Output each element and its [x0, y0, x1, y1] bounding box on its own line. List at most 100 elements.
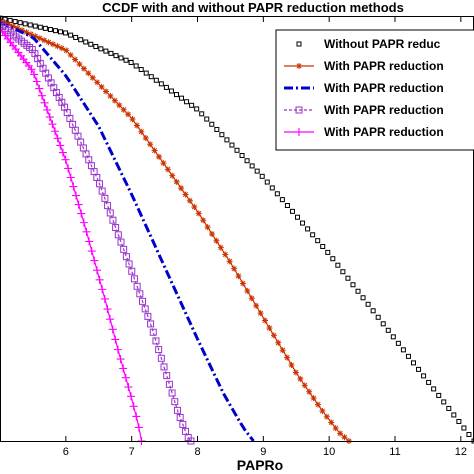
data-point [157, 354, 165, 362]
data-point [27, 65, 36, 74]
data-point [217, 244, 224, 251]
data-point [421, 373, 427, 379]
data-point [48, 120, 57, 129]
data-point [204, 116, 210, 122]
data-point [296, 41, 302, 47]
data-point [27, 31, 34, 38]
legend-item: With PAPR reduction [284, 81, 444, 95]
data-point [306, 388, 313, 395]
legend-item: Without PAPR reduc [296, 37, 441, 51]
data-point [323, 413, 330, 420]
data-point [103, 305, 112, 314]
data-point [42, 25, 48, 31]
data-point [89, 74, 96, 81]
data-point [262, 317, 268, 324]
data-point [113, 53, 119, 59]
data-point [22, 21, 28, 27]
data-point [149, 328, 157, 336]
data-point [319, 408, 326, 415]
data-point [30, 70, 39, 79]
data-point [355, 288, 361, 294]
data-point [77, 209, 86, 218]
legend-label: With PAPR reduction [324, 125, 444, 139]
data-point [204, 224, 211, 231]
data-point [127, 392, 136, 401]
data-point [385, 327, 391, 333]
data-point [235, 273, 242, 280]
data-point [176, 413, 184, 421]
x-tick-label: 10 [323, 446, 335, 458]
data-point [61, 155, 70, 164]
data-point [446, 405, 452, 411]
legend-item: With PAPR reduction [284, 125, 444, 139]
data-point [244, 287, 251, 294]
data-point [43, 105, 52, 114]
data-point [80, 65, 87, 72]
data-point [253, 302, 260, 309]
x-tick-label: 8 [194, 446, 200, 458]
data-point [441, 399, 447, 405]
data-point [139, 297, 147, 305]
data-point [182, 191, 189, 198]
data-point [5, 21, 12, 28]
data-point [103, 48, 109, 54]
data-point [410, 360, 416, 366]
data-point [292, 369, 299, 376]
data-point [138, 128, 145, 135]
data-point [466, 431, 472, 437]
data-point [129, 402, 138, 411]
data-point [310, 395, 317, 402]
data-point [23, 29, 30, 36]
data-point [128, 267, 136, 275]
data-point [224, 137, 230, 143]
data-point [35, 84, 44, 93]
data-point [171, 398, 179, 406]
data-point [143, 70, 149, 76]
legend-label: Without PAPR reduc [324, 37, 441, 51]
data-point [40, 98, 49, 107]
data-point [405, 353, 411, 359]
data-point [58, 45, 65, 52]
data-point [19, 27, 26, 34]
data-point [244, 158, 250, 164]
data-point [120, 106, 127, 113]
data-point [129, 116, 136, 123]
data-point [58, 148, 67, 157]
data-point [111, 97, 118, 104]
data-point [297, 375, 304, 382]
data-point [148, 74, 154, 80]
chart-title: CCDF with and without PAPR reduction met… [102, 0, 404, 15]
data-point [328, 419, 335, 426]
data-point [111, 335, 120, 344]
data-point [122, 253, 130, 261]
data-point [36, 35, 43, 42]
series-layer [0, 15, 474, 445]
data-point [95, 275, 104, 284]
data-point [0, 21, 4, 28]
data-point [53, 134, 62, 143]
data-point [184, 99, 190, 105]
data-point [300, 220, 306, 226]
legend-item: With PAPR reduction [284, 103, 444, 117]
data-point [195, 210, 202, 217]
data-point [121, 373, 130, 382]
data-point [239, 280, 246, 287]
series-2 [0, 17, 352, 444]
data-point [109, 216, 117, 224]
data-point [108, 50, 114, 56]
data-point [107, 93, 114, 100]
data-point [178, 185, 185, 192]
data-point [186, 197, 193, 204]
data-point [234, 147, 240, 153]
data-point [108, 325, 117, 334]
data-point [85, 237, 94, 246]
data-point [209, 230, 215, 237]
data-point [151, 147, 158, 154]
data-point [163, 84, 169, 90]
data-point [58, 29, 64, 35]
data-point [63, 30, 69, 36]
data-point [138, 67, 144, 73]
data-point [249, 163, 255, 169]
data-point [101, 194, 109, 202]
data-point [390, 334, 396, 340]
